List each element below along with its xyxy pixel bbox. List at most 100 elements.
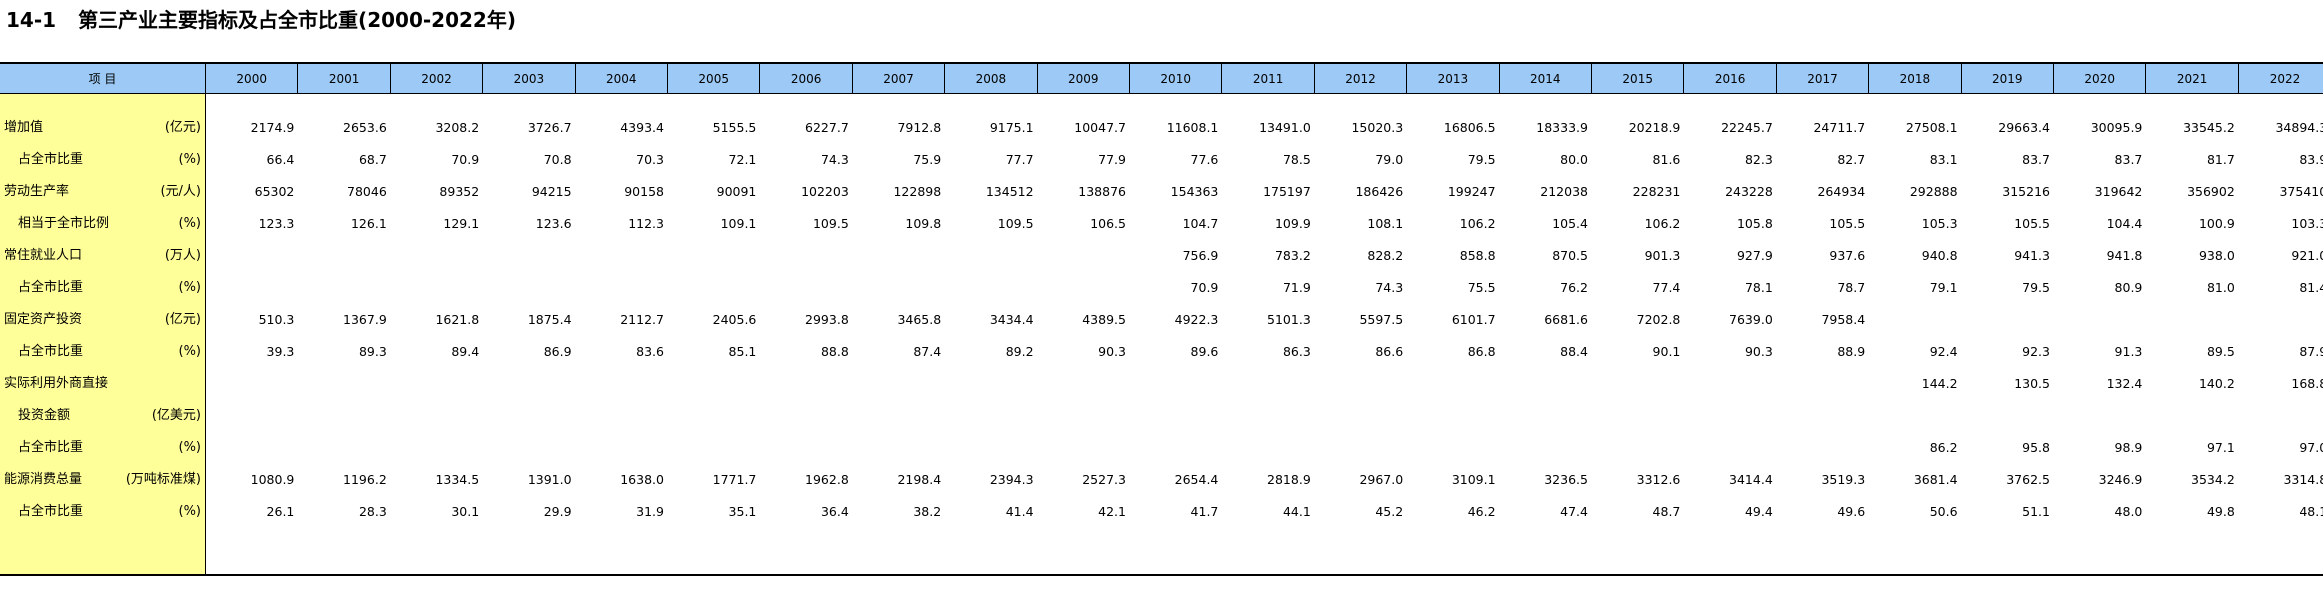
table-cell: 105.4 <box>1552 216 1588 231</box>
table-cell: 86.9 <box>543 344 572 359</box>
table-cell: 83.6 <box>636 344 664 359</box>
table-cell: 51.1 <box>2022 504 2050 519</box>
table-cell: 29.9 <box>543 504 572 519</box>
table-cell: 3314.8 <box>2283 472 2323 487</box>
table-cell: 83.7 <box>2022 152 2050 167</box>
table-row: 投资金额 (亿美元) <box>0 400 2323 432</box>
table-cell: 87.4 <box>913 344 942 359</box>
table-cell: 3434.4 <box>989 312 1034 327</box>
table-cell: 126.1 <box>350 216 387 231</box>
table-cell <box>945 432 1033 464</box>
table-cell: 46.2 <box>1467 504 1496 519</box>
table-cell: 129.1 <box>443 216 480 231</box>
table-cell <box>1038 272 1126 304</box>
table-cell <box>945 240 1033 272</box>
table-cell: 123.6 <box>535 216 572 231</box>
table-cell <box>1500 400 1588 432</box>
table-cell <box>576 368 664 400</box>
table-cell: 34894.3 <box>2275 120 2323 135</box>
table-cell <box>668 368 756 400</box>
table-cell: 79.0 <box>1375 152 1404 167</box>
table-cell: 78.1 <box>1744 280 1773 295</box>
table-cell: 87.9 <box>2299 344 2323 359</box>
header-year-2001: 2001 <box>298 64 391 94</box>
table-cell: 1391.0 <box>527 472 572 487</box>
table-cell: 7958.4 <box>1821 312 1866 327</box>
table-cell <box>853 272 941 304</box>
table-cell <box>1962 304 2050 336</box>
table-cell: 3762.5 <box>2006 472 2050 487</box>
table-cell <box>206 432 294 464</box>
table-cell: 264934 <box>1817 184 1866 199</box>
table-cell: 138876 <box>1078 184 1126 199</box>
table-cell: 870.5 <box>1552 248 1588 263</box>
table-cell: 243228 <box>1725 184 1773 199</box>
table-cell: 88.8 <box>820 344 849 359</box>
table-cell: 212038 <box>1540 184 1588 199</box>
table-cell: 86.8 <box>1467 344 1496 359</box>
header-year-2019: 2019 <box>1962 64 2054 94</box>
table-cell: 65302 <box>254 184 295 199</box>
table-cell: 828.2 <box>1367 248 1404 263</box>
table-cell: 66.4 <box>266 152 295 167</box>
table-cell <box>1038 368 1126 400</box>
table-cell: 1638.0 <box>620 472 664 487</box>
table-cell: 2174.9 <box>250 120 295 135</box>
table-cell <box>576 432 664 464</box>
header-year-2008: 2008 <box>945 64 1038 94</box>
table-cell: 756.9 <box>1182 248 1219 263</box>
table-cell: 109.1 <box>720 216 757 231</box>
table-cell: 90.3 <box>1098 344 1126 359</box>
table-cell: 86.3 <box>1282 344 1311 359</box>
header-year-2009: 2009 <box>1038 64 1130 94</box>
table-cell: 33545.2 <box>2183 120 2235 135</box>
table-cell: 35.1 <box>728 504 757 519</box>
table-cell: 49.6 <box>1837 504 1866 519</box>
table-cell: 186426 <box>1355 184 1404 199</box>
header-year-2016: 2016 <box>1684 64 1777 94</box>
table-cell: 20218.9 <box>1628 120 1681 135</box>
header-year-2006: 2006 <box>760 64 853 94</box>
table-cell: 36.4 <box>820 504 849 519</box>
header-year-2010: 2010 <box>1130 64 1223 94</box>
table-cell: 89352 <box>439 184 480 199</box>
table-cell <box>853 368 941 400</box>
table-cell: 22245.7 <box>1721 120 1773 135</box>
table-cell <box>1130 432 1218 464</box>
table-cell <box>483 432 571 464</box>
table-cell <box>760 432 848 464</box>
table-cell: 97.0 <box>2299 440 2323 455</box>
row-label: 能源消费总量 <box>4 472 83 487</box>
data-table: 项 目 2000 2001 2002 2003 2004 2005 2006 2007 2008 2… <box>0 62 2323 576</box>
table-cell <box>668 432 756 464</box>
table-cell: 315216 <box>2002 184 2050 199</box>
table-cell: 199247 <box>1447 184 1496 199</box>
table-cell: 78.5 <box>1282 152 1311 167</box>
table-cell <box>945 400 1033 432</box>
table-cell <box>391 272 479 304</box>
table-cell: 3726.7 <box>527 120 572 135</box>
table-cell: 2653.6 <box>343 120 387 135</box>
table-cell: 27508.1 <box>1905 120 1958 135</box>
table-number: 14-1 <box>6 8 57 32</box>
table-cell <box>483 400 571 432</box>
table-cell: 1771.7 <box>712 472 757 487</box>
table-cell: 937.6 <box>1829 248 1866 263</box>
header-year-2005: 2005 <box>668 64 761 94</box>
table-cell: 11608.1 <box>1166 120 1219 135</box>
row-unit: (%) <box>178 216 202 231</box>
table-cell: 90.1 <box>1652 344 1681 359</box>
row-label: 占全市比重 <box>18 152 84 167</box>
table-cell: 92.3 <box>2022 344 2050 359</box>
table-cell <box>1500 368 1588 400</box>
table-cell: 103.3 <box>2291 216 2323 231</box>
table-cell: 319642 <box>2094 184 2143 199</box>
table-cell: 77.9 <box>1098 152 1126 167</box>
table-cell <box>945 368 1033 400</box>
row-unit: (%) <box>178 504 202 519</box>
table-cell <box>206 272 294 304</box>
table-cell <box>483 240 571 272</box>
table-cell: 81.6 <box>1652 152 1681 167</box>
header-year-2017: 2017 <box>1777 64 1870 94</box>
row-label: 占全市比重 <box>18 440 84 455</box>
